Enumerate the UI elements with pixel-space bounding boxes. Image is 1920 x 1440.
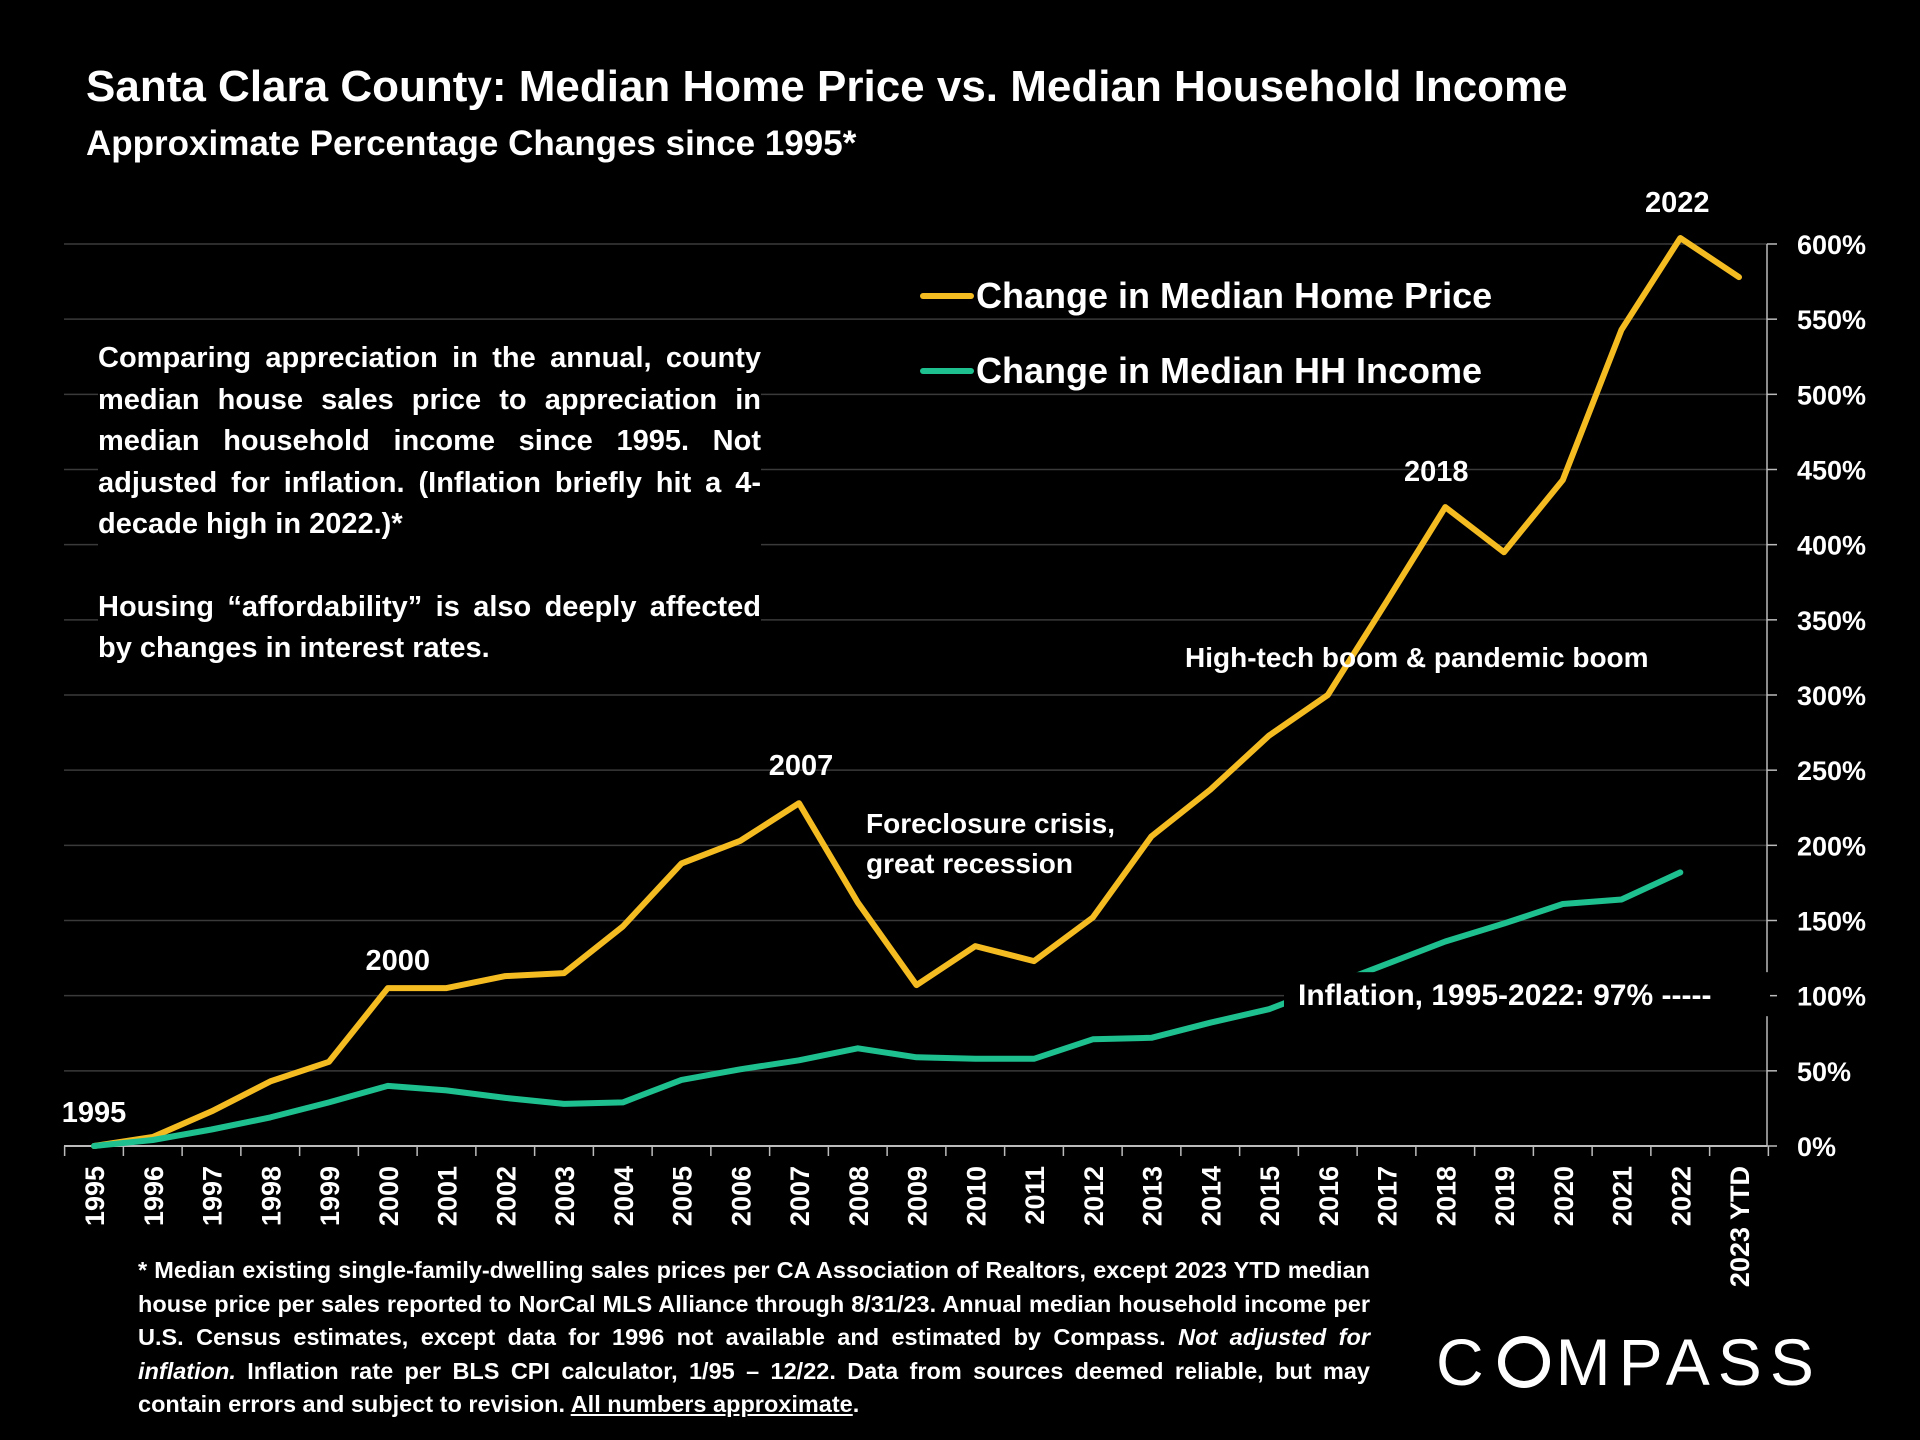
annotation-7: High-tech boom & pandemic boom [1185, 642, 1649, 673]
series-line-income [91, 869, 1684, 1149]
x-tick-label: 2002 [491, 1166, 521, 1226]
y-tick-label: 200% [1797, 831, 1866, 861]
annotation-2: 2007 [769, 750, 834, 782]
footnote-part-1: * Median existing single-family-dwelling… [138, 1257, 1370, 1351]
logo-ring [1497, 1336, 1550, 1388]
x-tick-label: 2021 [1608, 1166, 1638, 1226]
inflation-label: Inflation, 1995-2022: 97% ----- [1298, 979, 1711, 1012]
axes: 0% 50% 100% 150% 200% 250% 300% 350% 400% 450% 500… [63, 230, 1866, 1287]
x-tick-label: 2011 [1020, 1166, 1050, 1225]
legend-swatch-income [920, 367, 974, 374]
legend-label-income: Change in Median HH Income [976, 349, 1483, 391]
footnote: * Median existing single-family-dwelling… [138, 1254, 1370, 1422]
x-tick-label: 2006 [726, 1166, 756, 1226]
x-tick-label: 2001 [433, 1166, 463, 1226]
y-tick-label: 250% [1797, 756, 1866, 786]
x-tick-label: 1996 [139, 1166, 169, 1226]
series [91, 235, 1742, 1149]
footnote-part-2: Inflation rate per BLS CPI calculator, 1… [138, 1357, 1370, 1418]
footnote-underline: All numbers approximate [570, 1391, 853, 1418]
x-tick-label: 2003 [550, 1166, 580, 1226]
y-tick-label: 550% [1797, 305, 1866, 335]
x-tick-label: 2007 [785, 1166, 815, 1226]
annotation-0: 1995 [62, 1097, 127, 1129]
x-tick-label: 2020 [1549, 1166, 1579, 1226]
x-tick-label: 1997 [198, 1166, 228, 1226]
legend-item-income: Change in Median HH Income [920, 333, 1492, 408]
x-tick-label: 1998 [256, 1166, 286, 1226]
compass-logo: C MPASS [1436, 1325, 1822, 1399]
x-tick-label: 2015 [1255, 1166, 1285, 1226]
gridlines [64, 243, 1767, 1072]
annotation-6: great recession [866, 848, 1073, 879]
y-tick-label: 50% [1797, 1057, 1851, 1087]
y-tick-label: 400% [1797, 531, 1866, 561]
logo-letters-mpass: MPASS [1555, 1325, 1822, 1399]
y-tick-label: 300% [1797, 681, 1866, 711]
y-tick-label: 0% [1797, 1132, 1836, 1162]
x-tick-label: 2013 [1138, 1166, 1168, 1226]
y-tick-label: 350% [1797, 606, 1866, 636]
chart-subtitle: Approximate Percentage Changes since 199… [86, 124, 857, 163]
x-tick-label: 2019 [1490, 1166, 1520, 1226]
x-tick-label: 1999 [315, 1166, 345, 1226]
y-tick-label: 450% [1797, 456, 1866, 486]
footnote-italic: Not adjusted for inflation. [138, 1324, 1371, 1384]
legend-item-home-price: Change in Median Home Price [920, 258, 1492, 333]
x-tick-label: 1995 [80, 1166, 110, 1226]
chart-legend: Change in Median Home Price Change in Me… [920, 258, 1492, 408]
x-tick-label: 2000 [374, 1166, 404, 1226]
y-tick-label: 600% [1797, 230, 1866, 260]
inflation-label-bg [1284, 972, 1770, 1017]
x-tick-label: 2009 [903, 1166, 933, 1226]
y-tick-label: 100% [1797, 982, 1866, 1012]
chart-title: Santa Clara County: Median Home Price vs… [86, 62, 1568, 111]
x-tick-label: 2018 [1431, 1166, 1461, 1226]
x-tick-label: 2014 [1196, 1166, 1226, 1226]
x-tick-label: 2005 [668, 1166, 698, 1226]
annotation-1: 2000 [365, 945, 430, 977]
footnote-end: . [852, 1391, 860, 1418]
x-tick-label: 2017 [1373, 1166, 1403, 1226]
y-tick-label: 500% [1797, 380, 1866, 410]
annotation-4: 2022 [1645, 187, 1710, 219]
x-tick-label: 2016 [1314, 1166, 1344, 1226]
annotations: Inflation, 1995-2022: 97% ----- 1995 2000 2… [62, 187, 1770, 1129]
x-tick-label: 2008 [844, 1166, 874, 1226]
logo-letter-c: C [1436, 1325, 1492, 1399]
explainer-paragraph-2: Housing “affordability” is also deeply a… [98, 590, 761, 665]
legend-label-home-price: Change in Median Home Price [976, 274, 1493, 316]
explainer-text: Comparing appreciation in the annual, co… [98, 338, 761, 670]
x-tick-label: 2023 YTD [1725, 1166, 1755, 1287]
annotation-3: 2018 [1404, 456, 1469, 488]
legend-swatch-home-price [920, 292, 974, 299]
x-tick-label: 2004 [609, 1166, 639, 1226]
annotation-5: Foreclosure crisis, [866, 808, 1115, 839]
x-tick-label: 2010 [961, 1166, 991, 1226]
x-tick-label: 2022 [1666, 1166, 1696, 1226]
x-tick-label: 2012 [1079, 1166, 1109, 1226]
explainer-paragraph-1: Comparing appreciation in the annual, co… [98, 342, 761, 540]
y-tick-label: 150% [1797, 907, 1866, 937]
